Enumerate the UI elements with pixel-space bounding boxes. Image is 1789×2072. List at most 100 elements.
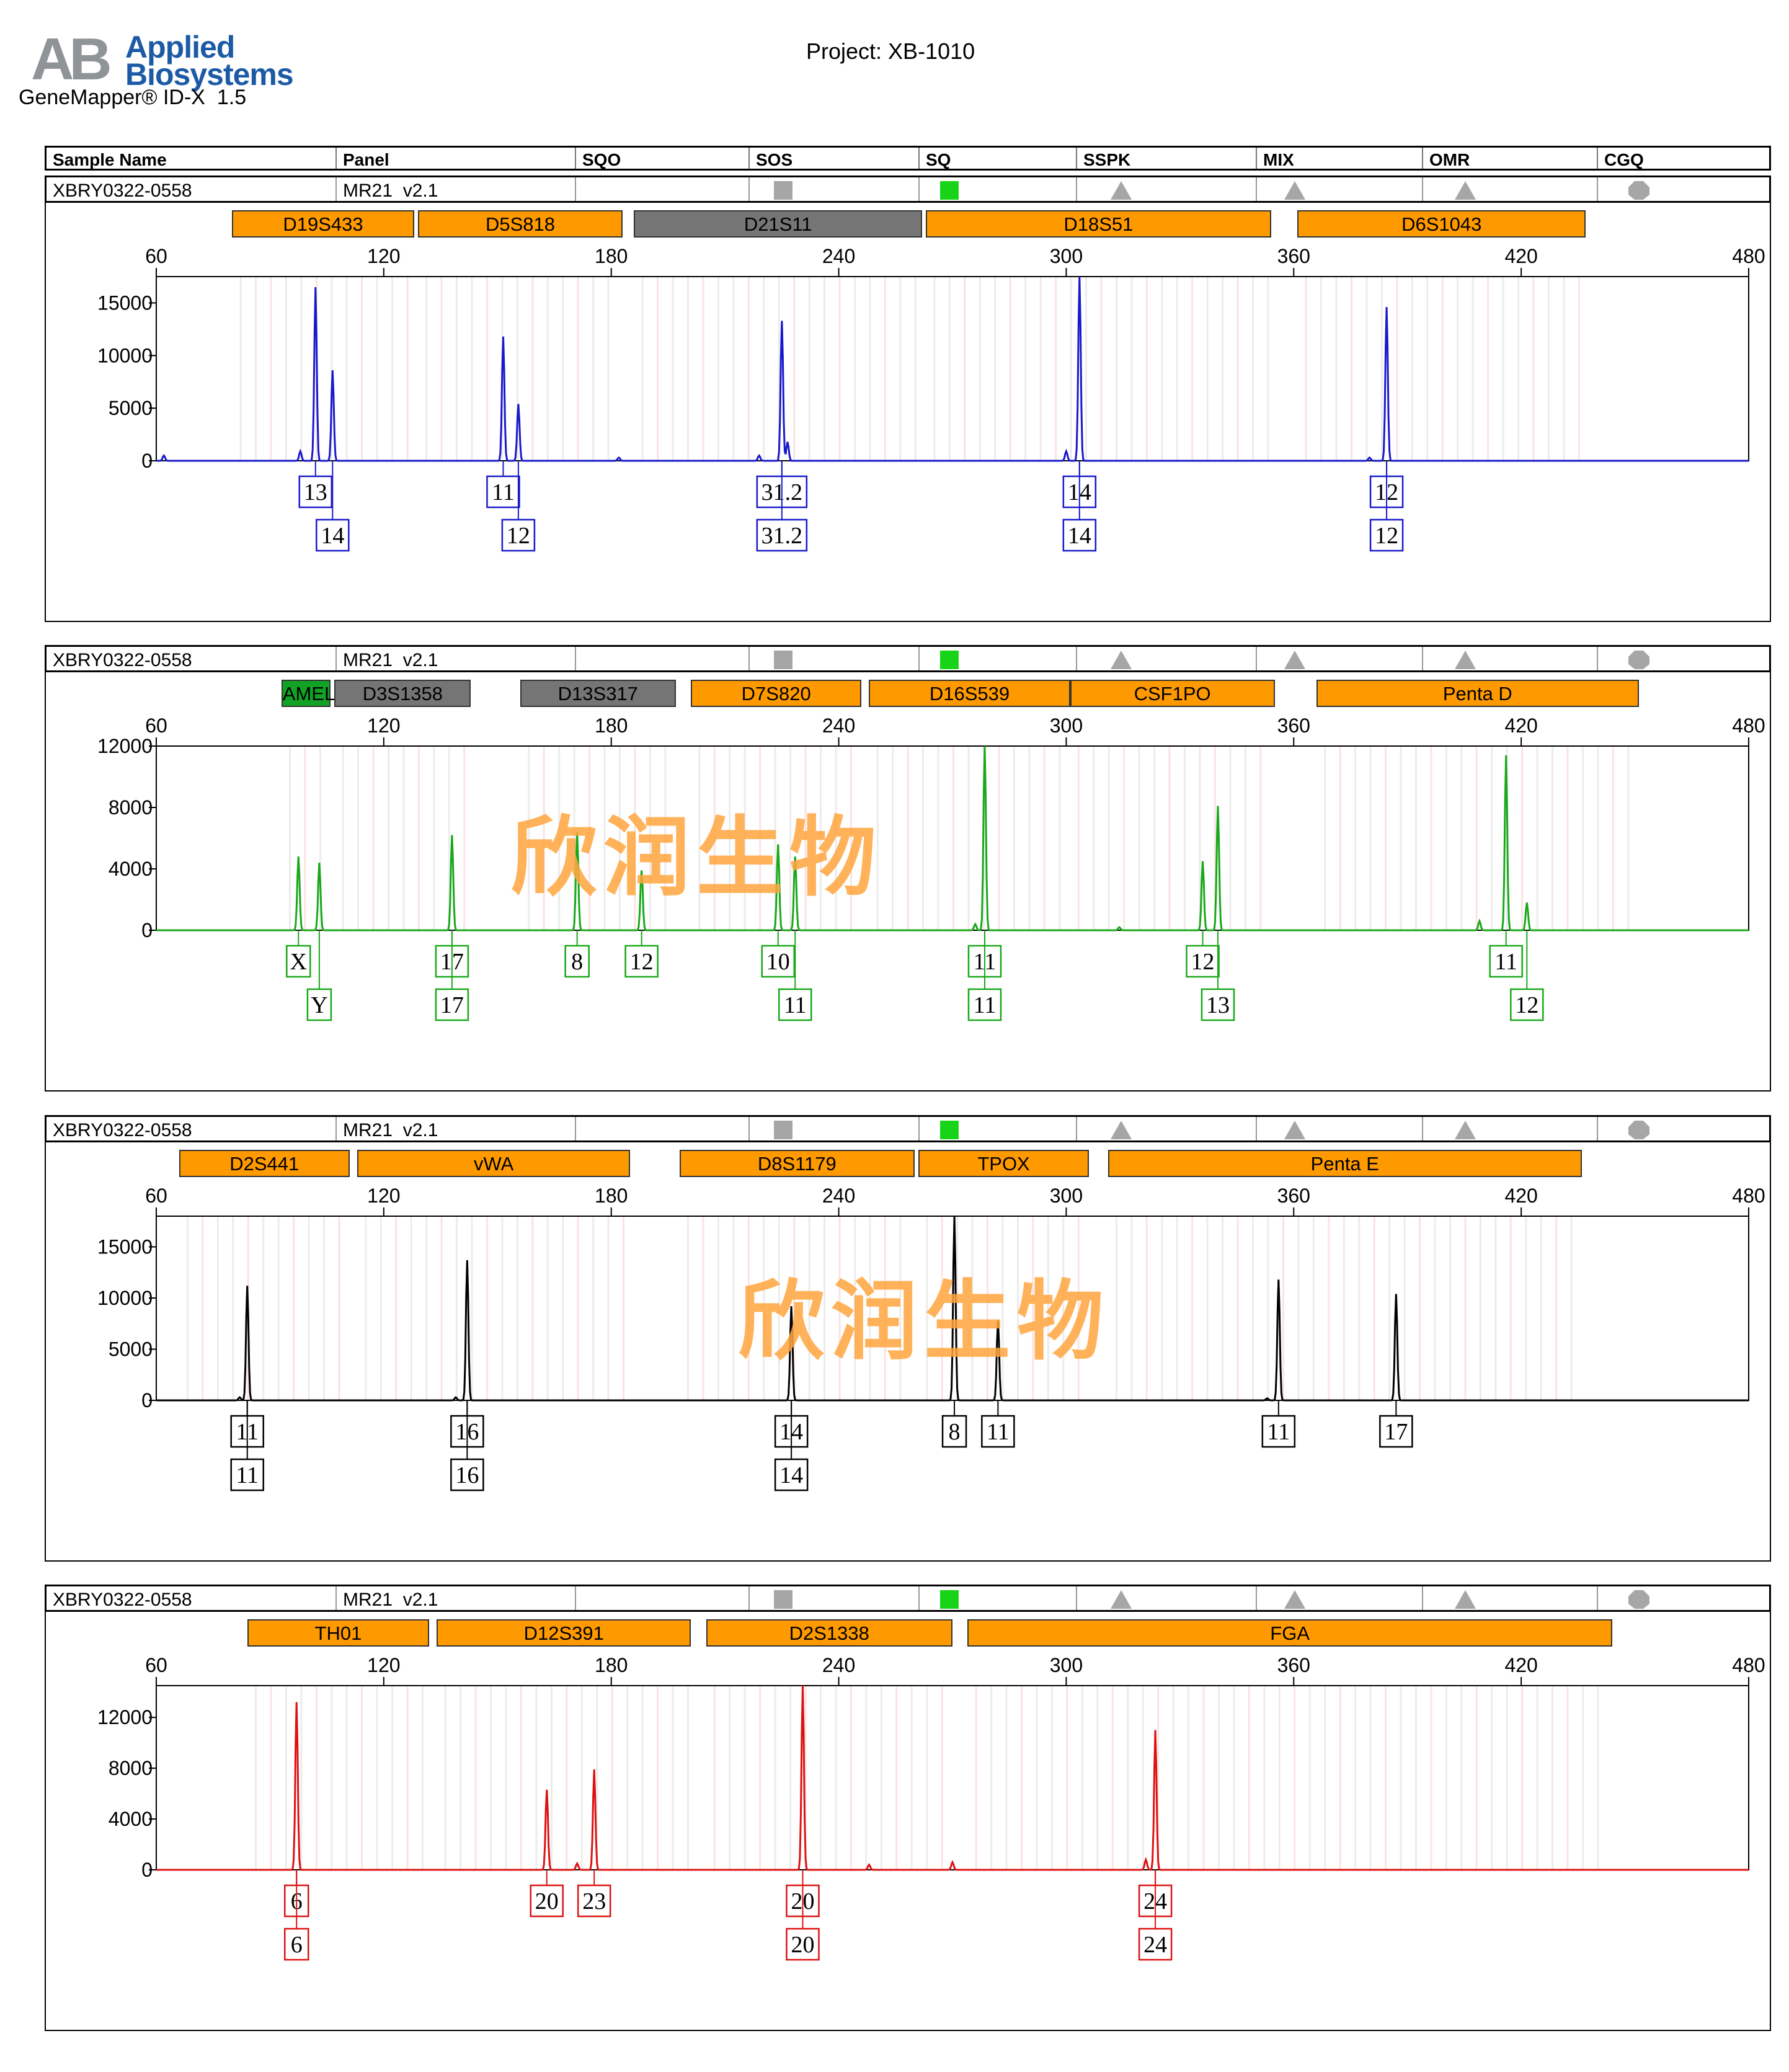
bin-line: [1491, 746, 1493, 930]
bin-line: [422, 1686, 424, 1870]
allele-box[interactable]: [1489, 945, 1523, 978]
allele-box[interactable]: [486, 475, 520, 509]
marker-d3s1358[interactable]: D3S1358: [334, 680, 471, 707]
allele-box[interactable]: [786, 1927, 820, 1961]
allele-box[interactable]: [1201, 988, 1235, 1021]
bin-line: [1487, 277, 1489, 461]
mix-gray-triangle-icon: [1284, 181, 1305, 200]
sample-row[interactable]: XBRY0322-0558 MR21 v2.1: [45, 176, 1771, 203]
sample-row[interactable]: XBRY0322-0558 MR21 v2.1: [45, 1585, 1771, 1612]
bin-line: [1183, 746, 1186, 930]
allele-box[interactable]: [1379, 1415, 1413, 1448]
marker-d5s818[interactable]: D5S818: [417, 210, 623, 238]
bin-line: [664, 746, 667, 930]
marker-d6s1043[interactable]: D6S1043: [1297, 210, 1586, 238]
bin-line: [216, 1216, 219, 1400]
allele-box[interactable]: [1510, 988, 1544, 1021]
allele-box[interactable]: [1186, 945, 1220, 978]
allele-box[interactable]: [286, 945, 311, 978]
column-header-sq[interactable]: SQ: [918, 148, 1076, 169]
trace-line: [156, 745, 1749, 932]
allele-box[interactable]: [778, 988, 812, 1021]
marker-d19s433[interactable]: D19S433: [232, 210, 414, 238]
marker-d18s51[interactable]: D18S51: [926, 210, 1271, 238]
bin-line: [1047, 1216, 1049, 1400]
bin-line: [808, 277, 810, 461]
allele-box[interactable]: [230, 1458, 264, 1492]
bin-line: [789, 1686, 792, 1870]
column-header-sos[interactable]: SOS: [748, 148, 918, 169]
allele-box[interactable]: [316, 518, 350, 552]
column-header-sqo[interactable]: SQO: [575, 148, 748, 169]
marker-amel[interactable]: AMEL: [281, 680, 335, 707]
marker-d2s1338[interactable]: D2S1338: [706, 1619, 952, 1647]
marker-tpox[interactable]: TPOX: [918, 1150, 1090, 1177]
bin-line: [1111, 1686, 1114, 1870]
software-version: GeneMapper® ID-X 1.5: [19, 86, 247, 109]
marker-d13s317[interactable]: D13S317: [520, 680, 676, 707]
allele-box[interactable]: [1138, 1927, 1173, 1961]
bin-line: [747, 277, 750, 461]
bin-line: [1506, 1686, 1508, 1870]
allele-box[interactable]: [435, 988, 469, 1021]
marker-d2s441[interactable]: D2S441: [179, 1150, 350, 1177]
bin-line: [804, 1686, 807, 1870]
allele-box[interactable]: [1369, 518, 1404, 552]
bin-line: [1100, 277, 1103, 461]
bin-line: [1358, 1216, 1361, 1400]
allele-box[interactable]: [756, 518, 808, 552]
allele-box[interactable]: [981, 1415, 1015, 1448]
sos-gray-square-icon: [774, 1121, 792, 1139]
column-header-sample-name[interactable]: Sample Name: [53, 150, 167, 169]
bin-line: [1294, 1686, 1296, 1870]
x-tick-label: 60: [145, 1185, 167, 1207]
allele-box[interactable]: [298, 475, 333, 509]
column-header-mix[interactable]: MIX: [1256, 148, 1422, 169]
allele-box[interactable]: [450, 1458, 484, 1492]
project-title: Project: XB-1010: [806, 38, 975, 64]
marker-d7s820[interactable]: D7S820: [691, 680, 862, 707]
bin-line: [1472, 277, 1474, 461]
marker-d21s11[interactable]: D21S11: [634, 210, 923, 238]
quality-cell-sos: [748, 177, 918, 201]
column-header-panel[interactable]: Panel: [335, 148, 575, 169]
bin-line: [501, 1216, 504, 1400]
allele-box[interactable]: [283, 1927, 309, 1961]
allele-label: 31.2: [761, 523, 803, 549]
allele-box[interactable]: [624, 945, 659, 978]
sample-row[interactable]: XBRY0322-0558 MR21 v2.1: [45, 1115, 1771, 1142]
bin-line: [1320, 277, 1323, 461]
allele-box[interactable]: [530, 1884, 564, 1918]
allele-box[interactable]: [1261, 1415, 1296, 1448]
allele-box[interactable]: [306, 988, 332, 1021]
allele-box[interactable]: [1062, 518, 1097, 552]
allele-box[interactable]: [761, 945, 795, 978]
bin-line: [732, 277, 735, 461]
marker-th01[interactable]: TH01: [247, 1619, 430, 1647]
column-header-sspk[interactable]: SSPK: [1076, 148, 1256, 169]
sample-row[interactable]: XBRY0322-0558 MR21 v2.1: [45, 645, 1771, 672]
bin-line: [835, 1686, 837, 1870]
column-header-omr[interactable]: OMR: [1422, 148, 1597, 169]
marker-fga[interactable]: FGA: [967, 1619, 1612, 1647]
x-tick-label: 360: [1277, 1654, 1310, 1676]
allele-box[interactable]: [564, 945, 590, 978]
bin-line: [270, 277, 272, 461]
column-header-cgq[interactable]: CGQ: [1597, 148, 1773, 169]
marker-d16s539[interactable]: D16S539: [869, 680, 1070, 707]
x-tick-label: 420: [1504, 714, 1537, 737]
marker-d12s391[interactable]: D12S391: [437, 1619, 691, 1647]
marker-vwa[interactable]: vWA: [357, 1150, 631, 1177]
allele-box[interactable]: [577, 1884, 611, 1918]
marker-penta-d[interactable]: Penta D: [1316, 680, 1639, 707]
allele-box[interactable]: [774, 1458, 809, 1492]
marker-d8s1179[interactable]: D8S1179: [679, 1150, 915, 1177]
marker-penta-e[interactable]: Penta E: [1108, 1150, 1582, 1177]
allele-box[interactable]: [501, 518, 536, 552]
bin-line: [562, 1216, 564, 1400]
bin-line: [747, 1216, 750, 1400]
marker-csf1po[interactable]: CSF1PO: [1070, 680, 1275, 707]
allele-box[interactable]: [941, 1415, 967, 1448]
allele-box[interactable]: [967, 988, 1002, 1021]
allele-label: 17: [440, 992, 464, 1018]
